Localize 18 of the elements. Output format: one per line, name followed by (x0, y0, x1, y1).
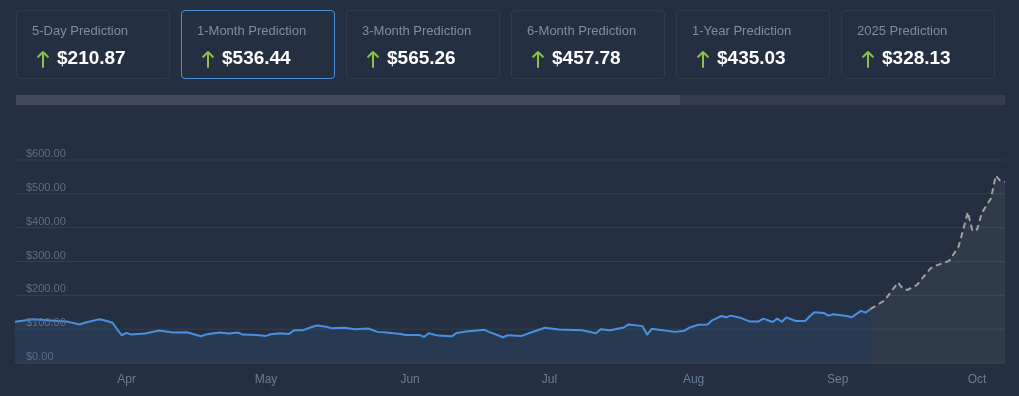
y-tick-label: $400.00 (26, 214, 66, 227)
y-tick-label: $500.00 (26, 180, 66, 193)
y-tick-label: $300.00 (26, 248, 66, 261)
x-tick-label: Oct (967, 371, 988, 386)
x-tick-label: Jun (400, 371, 420, 386)
y-tick-label: $600.00 (26, 147, 66, 159)
card: 1-Month Prediction $536.44 (181, 10, 335, 79)
x-tick-label: May (254, 371, 278, 386)
card: 3-Month Prediction $565.26 (346, 10, 500, 79)
card: 2025 Prediction $328.13 (841, 10, 995, 79)
x-tick-label: Aug (682, 371, 705, 386)
x-tick-label: Apr (117, 371, 136, 386)
x-tick-label: Jul (541, 371, 558, 386)
y-tick-label: $200.00 (26, 282, 66, 295)
card: 5-Day Prediction $210.87 (16, 10, 170, 79)
card: 6-Month Prediction $457.78 (511, 10, 665, 79)
card: 1-Year Prediction $435.03 (676, 10, 830, 79)
x-tick-label: Sep (827, 371, 849, 386)
